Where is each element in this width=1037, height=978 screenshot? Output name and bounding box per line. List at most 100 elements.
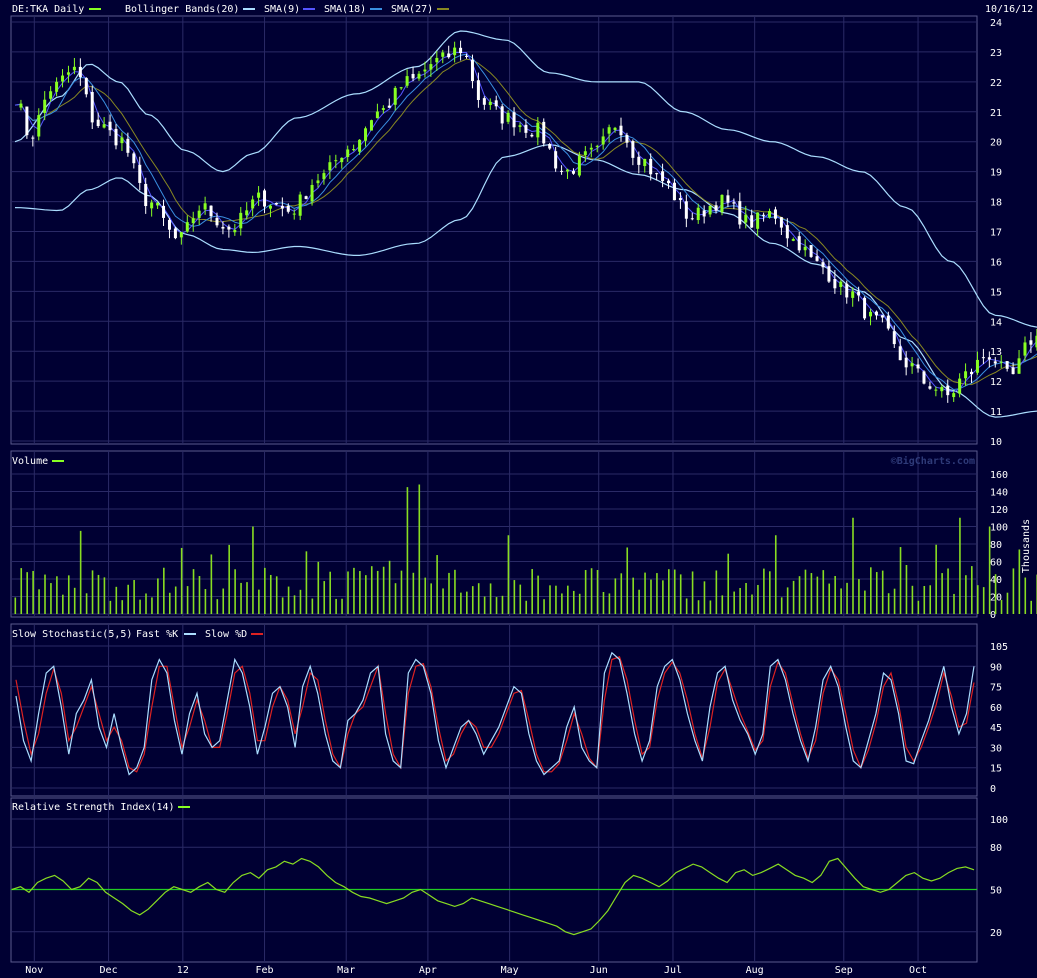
candle-down: [162, 205, 166, 218]
volume-bar: [269, 574, 272, 614]
volume-bar: [489, 583, 492, 614]
candle-down: [411, 73, 415, 79]
candle-up: [964, 371, 968, 379]
volume-title: Volume: [12, 456, 48, 467]
volume-bar: [941, 573, 943, 614]
volume-bar: [365, 575, 367, 614]
volume-bar: [20, 568, 23, 614]
candle-down: [173, 228, 177, 239]
rsi-panel-frame: [10, 797, 978, 963]
candle-up: [958, 378, 962, 394]
volume-bar: [953, 593, 955, 614]
volume-bar: [739, 587, 741, 614]
candle-down: [732, 202, 736, 204]
volume-bar: [513, 580, 516, 614]
rsi-lines: [11, 857, 977, 936]
y-tick-label: 60: [990, 703, 1002, 714]
candle-down: [78, 66, 82, 78]
volume-bar: [180, 547, 183, 614]
candle-up: [191, 218, 195, 224]
y-tick-label: 23: [990, 48, 1002, 59]
volume-bar: [584, 570, 587, 614]
volume-bar: [139, 599, 141, 614]
candle-down: [286, 205, 290, 212]
candle-down: [785, 225, 789, 239]
candle-up: [405, 76, 409, 86]
candle-up: [322, 173, 326, 180]
candle-down: [827, 266, 831, 282]
slow-d-label: Slow %D: [205, 629, 247, 640]
volume-bar: [626, 547, 629, 614]
y-tick-label: 10: [990, 437, 1002, 448]
volume-bar: [935, 544, 937, 614]
volume-bar: [418, 484, 421, 614]
volume-bar: [258, 589, 260, 614]
y-tick-label: 30: [990, 743, 1002, 754]
candle-up: [150, 202, 154, 209]
fast-k-label: Fast %K: [136, 629, 178, 640]
volume-bar: [614, 578, 617, 614]
candle-up: [429, 64, 433, 70]
candle-down: [96, 119, 100, 127]
x-tick-label: Sep: [835, 965, 853, 976]
candle-down: [797, 236, 801, 251]
candle-up: [518, 125, 522, 127]
volume-bar: [804, 569, 807, 614]
candle-down: [476, 80, 480, 100]
candle-down: [750, 215, 754, 228]
candle-down: [684, 201, 688, 219]
candle-down: [1005, 361, 1009, 369]
candle-down: [304, 196, 308, 199]
candle-down: [530, 134, 534, 137]
volume-bar: [709, 600, 712, 614]
volume-bar: [668, 569, 670, 614]
volume-bar: [721, 595, 724, 614]
volume-bar: [745, 582, 747, 614]
volume-bar: [905, 565, 908, 614]
candle-up: [49, 91, 53, 99]
y-tick-label: 80: [990, 843, 1002, 854]
volume-bar: [115, 586, 118, 614]
volume-bar: [590, 568, 593, 614]
candle-down: [702, 210, 706, 217]
volume-bar: [519, 584, 522, 614]
candle-up: [999, 361, 1003, 363]
volume-bar: [561, 593, 563, 614]
x-tick-label: Mar: [337, 965, 355, 976]
candle-up: [43, 99, 47, 113]
y-tick-label: 0: [990, 610, 996, 621]
volume-bar: [62, 594, 64, 614]
volume-bar: [73, 587, 76, 614]
volume-bar: [495, 597, 498, 614]
candle-up: [839, 281, 843, 287]
candle-down: [773, 209, 777, 219]
candle-up: [589, 147, 593, 150]
candle-up: [197, 210, 201, 218]
x-tick-label: Nov: [25, 965, 43, 976]
volume-bar: [697, 600, 700, 614]
volume-bar: [917, 600, 920, 614]
y-tick-label: 0: [990, 784, 996, 795]
rsi-line: [11, 857, 975, 936]
volume-bar: [650, 579, 652, 614]
candle-down: [845, 283, 849, 298]
candle-down: [981, 357, 985, 359]
stochastic-y-axis: 0 15 30 45 60 75 90 105: [990, 642, 1008, 795]
candle-down: [892, 331, 896, 345]
candle-up: [1017, 358, 1021, 374]
volume-bar: [317, 561, 320, 614]
x-tick-label: Apr: [419, 965, 437, 976]
candle-down: [667, 180, 671, 184]
candle-down: [619, 125, 623, 136]
volume-bar: [893, 588, 896, 614]
volume-bar: [555, 585, 557, 614]
rsi-y-axis: 20 50 80 100: [990, 815, 1008, 939]
candle-down: [215, 217, 219, 226]
candle-down: [738, 201, 742, 225]
volume-bar: [448, 572, 450, 614]
candle-up: [310, 184, 314, 202]
volume-bar: [971, 566, 973, 614]
volume-bar: [109, 600, 112, 614]
candle-up: [179, 232, 183, 238]
